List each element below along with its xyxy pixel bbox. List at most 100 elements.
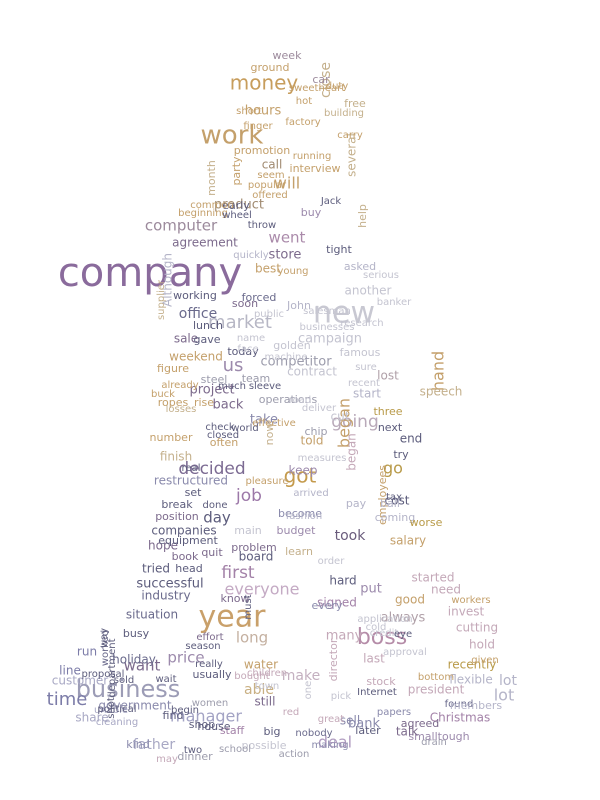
cloud-word: told (301, 434, 324, 448)
cloud-word: research (340, 318, 383, 329)
cloud-word: want (124, 657, 161, 675)
cloud-word: unable (94, 705, 128, 716)
cloud-word: able (244, 682, 274, 698)
cloud-word: season (185, 641, 220, 652)
cloud-word: try (393, 448, 409, 461)
cloud-word: took (335, 528, 367, 544)
cloud-word: dinner (177, 750, 213, 763)
cloud-word: town (255, 681, 280, 692)
cloud-word: head (175, 562, 202, 575)
cloud-word: will (274, 174, 300, 193)
cloud-word: went (269, 229, 306, 247)
cloud-word: world (231, 423, 259, 434)
cloud-word: much (218, 381, 246, 392)
cloud-word: companies (151, 524, 216, 538)
cloud-word: today (227, 345, 259, 358)
cloud-word: gave (193, 333, 220, 346)
cloud-word: Internet (357, 687, 397, 698)
cloud-word: lot (494, 686, 515, 705)
cloud-word: holiday (112, 653, 156, 667)
cloud-word: share (75, 711, 108, 725)
cloud-word: making (311, 740, 348, 751)
cloud-word: three (373, 405, 402, 418)
cloud-word: hope (148, 539, 178, 553)
cloud-word: end (400, 432, 423, 446)
cloud-word: know (220, 592, 249, 605)
cloud-word: action (279, 749, 310, 760)
cloud-word: ball (380, 497, 400, 510)
cloud-word: problem (231, 541, 277, 554)
cloud-word: red (283, 707, 299, 718)
cloud-word: decided (178, 459, 245, 479)
cloud-word: cut (331, 410, 350, 424)
cloud-word: eye (394, 629, 412, 640)
cloud-word: carry (337, 130, 363, 141)
cloud-word: fashion (286, 511, 322, 522)
cloud-word: director (327, 638, 340, 681)
cloud-word: coming (375, 511, 416, 524)
cloud-word: free (344, 97, 366, 110)
cloud-word: worse (410, 516, 443, 529)
cloud-word: running (293, 151, 332, 162)
cloud-word: shop (189, 718, 215, 731)
cloud-word: office (179, 306, 217, 322)
cloud-word: budget (277, 524, 317, 537)
cloud-word: month (205, 160, 218, 196)
cloud-word: really (195, 659, 223, 670)
cloud-word: weekend (169, 350, 223, 364)
cloud-word: tried (142, 562, 170, 576)
cloud-word: political (97, 704, 136, 715)
cloud-word: hard (329, 574, 356, 588)
cloud-word: price (167, 649, 204, 667)
cloud-word: members (450, 699, 502, 712)
cloud-word: product (214, 198, 264, 213)
cloud-word: pick (331, 691, 352, 702)
cloud-word: deal (318, 733, 352, 752)
cloud-word: go (383, 459, 403, 478)
cloud-word: party (230, 156, 243, 186)
cloud-word: department (107, 638, 118, 697)
cloud-word: drain (421, 737, 447, 748)
cloud-word: sold (114, 675, 134, 686)
cloud-word: hot (296, 96, 312, 107)
cloud-word: situation (126, 608, 178, 622)
cloud-word: great (318, 714, 345, 725)
cloud-word: must (243, 594, 254, 619)
cloud-word: signed (317, 596, 357, 610)
cloud-word: kind (126, 738, 149, 751)
cloud-word: children (247, 668, 287, 679)
cloud-word: help (356, 204, 369, 228)
cloud-word: successful (136, 577, 203, 592)
cloud-word: sweetheart (289, 83, 345, 94)
cloud-word: market (208, 312, 272, 333)
cloud-word: store (269, 248, 302, 263)
cloud-word: tax (386, 492, 402, 503)
cloud-word: effective (252, 418, 295, 429)
cloud-word: began (345, 433, 359, 471)
cloud-word: face (237, 344, 258, 355)
cloud-word: already (161, 380, 198, 391)
cloud-word: soon (232, 297, 258, 310)
cloud-word: lost (377, 369, 399, 383)
cloud-word: losses (166, 404, 197, 415)
cloud-word: several (345, 133, 359, 177)
cloud-word: throw (248, 220, 276, 231)
cloud-word: tight (326, 243, 352, 256)
cloud-word: customer (52, 674, 109, 688)
cloud-word: hours (245, 104, 282, 119)
cloud-word: beginning (178, 208, 228, 219)
cloud-word: week (273, 49, 303, 62)
cloud-word: one (303, 681, 314, 700)
cloud-word: team (242, 372, 271, 385)
cloud-word: work (201, 121, 264, 151)
cloud-word: find (163, 709, 184, 722)
cloud-word: ground (251, 61, 290, 74)
cloud-word: father (133, 737, 175, 753)
cloud-word: bottom (418, 672, 454, 683)
cloud-word: everyone (225, 580, 300, 599)
cloud-word: quickly (233, 250, 269, 261)
cloud-word: pay (346, 497, 367, 510)
cloud-word: name (237, 333, 265, 344)
cloud-word: hand (429, 351, 448, 391)
